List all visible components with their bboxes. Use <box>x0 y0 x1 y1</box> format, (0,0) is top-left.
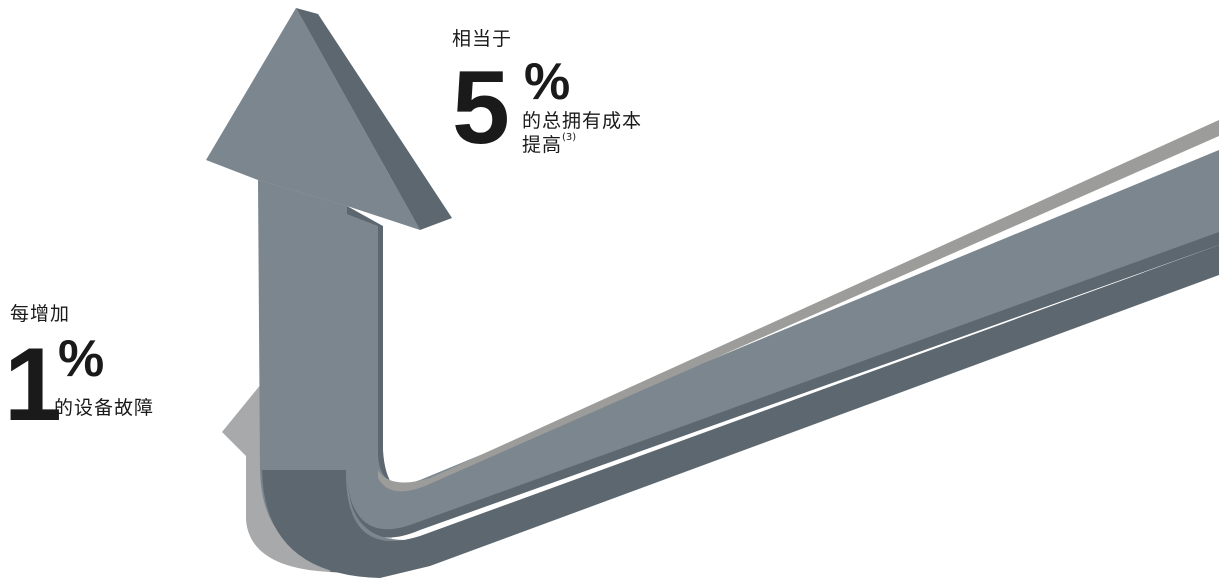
stat-top-tail-line1: 的总拥有成本 <box>522 110 643 132</box>
stat-top-lead: 相当于 <box>452 28 513 50</box>
footnote-marker: (3) <box>562 131 577 143</box>
big-arrow-vertical-face <box>258 180 405 560</box>
big-arrow-shaft-front <box>258 150 1219 530</box>
stat-left-number: 1 <box>4 327 62 443</box>
stat-equipment-failure: 每增加 1 % 的设备故障 <box>4 303 210 438</box>
stat-top-tail: 的总拥有成本 提高(3) <box>522 110 642 158</box>
big-arrow-head-side <box>296 8 452 230</box>
stat-left-percent: % <box>58 330 105 388</box>
stat-top-tail-line2: 提高(3) <box>522 131 642 158</box>
big-arrow-bottom-side <box>262 245 1219 578</box>
stat-left-tail: 的设备故障 <box>54 397 155 419</box>
stat-top-tail-line2-text: 提高 <box>522 133 563 156</box>
big-arrow-head-front <box>206 8 420 230</box>
stat-top-number: 5 <box>452 50 510 166</box>
stat-tco-increase: 相当于 5 % 的总拥有成本 提高(3) <box>452 30 712 180</box>
stat-left-lead: 每增加 <box>10 303 71 325</box>
big-arrow-graphic <box>206 8 1219 578</box>
stat-top-percent: % <box>524 53 571 111</box>
